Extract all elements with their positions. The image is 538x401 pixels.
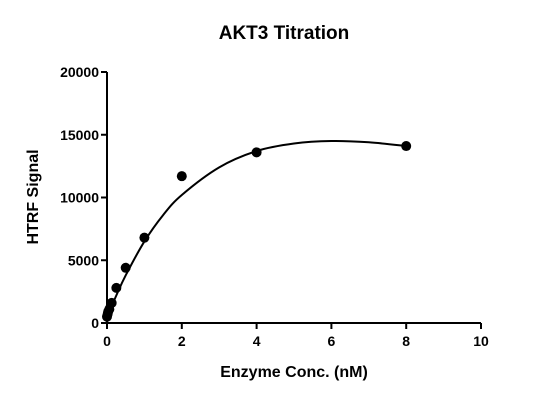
y-tick-label: 15000: [60, 127, 99, 143]
x-tick-label: 8: [402, 333, 410, 349]
fit-curve: [106, 139, 407, 318]
data-point: [120, 262, 131, 273]
x-tick-label: 10: [473, 333, 489, 349]
data-point: [176, 171, 187, 182]
data-point: [111, 282, 122, 293]
y-tick-label: 20000: [60, 64, 99, 80]
data-point: [139, 232, 150, 243]
x-tick-label: 4: [253, 333, 261, 349]
chart-title: AKT3 Titration: [219, 23, 350, 44]
x-tick-label: 0: [103, 333, 111, 349]
data-point: [106, 297, 117, 308]
y-tick-label: 5000: [68, 252, 99, 268]
x-axis-label: Enzyme Conc. (nM): [220, 364, 368, 381]
y-tick-label: 0: [91, 315, 99, 331]
y-axis-label: HTRF Signal: [25, 149, 42, 244]
data-points: [102, 141, 412, 322]
axes: [101, 71, 482, 329]
tick-labels: 0 2 4 6 8 10 0 5000 10000 15000 20000: [60, 64, 489, 349]
x-tick-label: 6: [328, 333, 336, 349]
y-tick-label: 10000: [60, 190, 99, 206]
x-tick-label: 2: [178, 333, 186, 349]
data-point: [251, 147, 262, 158]
data-point: [401, 141, 412, 152]
